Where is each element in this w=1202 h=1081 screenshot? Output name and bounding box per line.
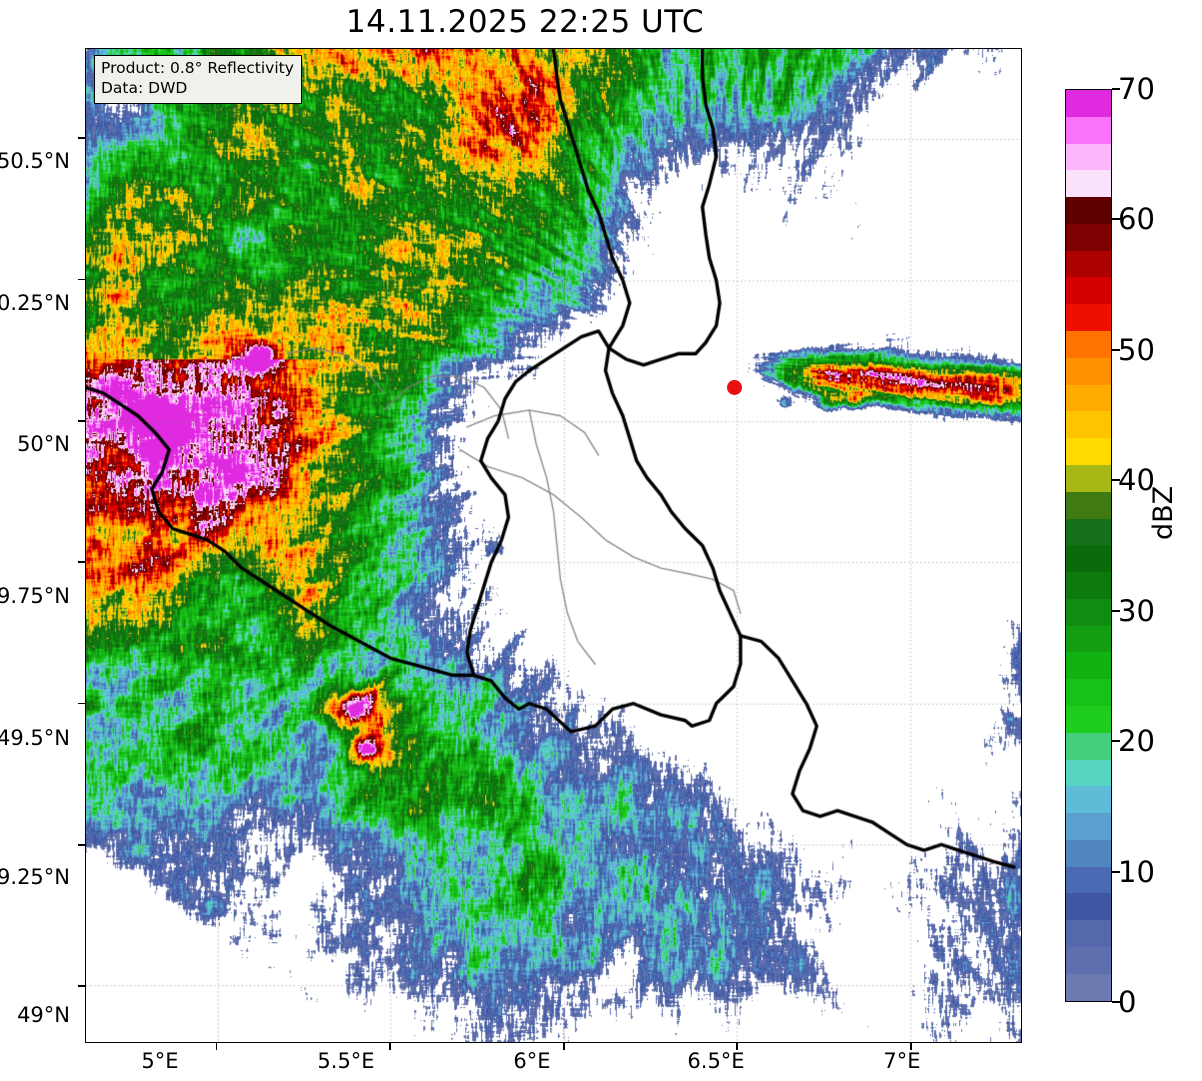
colorbar-band [1066,705,1111,733]
colorbar-tick-label: 10 [1118,854,1155,889]
x-tick-mark [215,1043,218,1050]
colorbar-band [1066,973,1111,1001]
colorbar-band [1066,411,1111,439]
y-tick-label: 49.75°N [0,584,70,608]
colorbar-band [1066,813,1111,840]
colorbar-band [1066,438,1111,465]
y-tick-label: 50°N [17,432,70,456]
product-info-box: Product: 0.8° Reflectivity Data: DWD [94,55,302,104]
x-tick-mark [389,1043,391,1050]
colorbar-band [1066,572,1111,599]
colorbar-tick-mark [1112,740,1120,743]
colorbar-band [1066,545,1111,573]
colorbar-band [1066,491,1111,519]
colorbar-tick-mark [1112,218,1120,221]
colorbar-tick-mark [1112,348,1120,351]
info-data-line: Data: DWD [101,78,188,97]
colorbar-tick-mark [1112,88,1120,90]
colorbar-tick-mark [1112,609,1120,612]
colorbar-band [1066,90,1111,117]
y-tick-mark [78,137,85,140]
y-tick-label: 49°N [17,1003,70,1027]
colorbar-band [1066,920,1111,947]
colorbar-tick-mark [1112,479,1120,482]
page-title: 14.11.2025 22:25 UTC [346,4,704,40]
colorbar-band [1066,250,1111,278]
x-tick-mark [562,1043,565,1050]
info-product-line: Product: 0.8° Reflectivity [101,59,294,77]
y-tick-label: 50.5°N [0,149,70,173]
colorbar[interactable] [1065,89,1112,1002]
colorbar-band [1066,357,1111,385]
colorbar-band [1066,304,1111,332]
colorbar-tick-mark [1112,870,1120,873]
colorbar-band [1066,518,1111,546]
colorbar-tick-label: 20 [1118,724,1155,759]
x-tick-label: 5.5°E [317,1049,375,1073]
x-tick-label: 6.5°E [687,1049,745,1073]
x-tick-label: 6°E [513,1049,551,1073]
colorbar-band [1066,197,1111,224]
colorbar-band [1066,223,1111,251]
colorbar-tick-label: 30 [1118,593,1155,628]
colorbar-tick-label: 50 [1118,332,1155,367]
colorbar-tick-mark [1112,1001,1120,1003]
colorbar-band [1066,866,1111,894]
colorbar-band [1066,947,1111,974]
x-tick-mark [736,1043,739,1050]
y-tick-mark [78,278,85,281]
colorbar-band [1066,384,1111,412]
y-tick-mark [78,702,85,705]
colorbar-band [1066,116,1111,144]
colorbar-tick-label: 70 [1118,72,1155,106]
y-tick-mark [78,985,85,988]
colorbar-band [1066,598,1111,626]
colorbar-band [1066,652,1111,680]
colorbar-band [1066,732,1111,760]
colorbar-band [1066,759,1111,787]
colorbar-band [1066,277,1111,305]
y-tick-mark [78,844,85,846]
radar-site-marker-icon[interactable] [727,380,742,395]
colorbar-band [1066,786,1111,814]
y-tick-label: 49.25°N [0,865,70,889]
colorbar-tick-label: 40 [1118,463,1155,498]
colorbar-band [1066,679,1111,706]
radar-map-plot[interactable]: Product: 0.8° Reflectivity Data: DWD [85,48,1022,1043]
y-tick-label: 50.25°N [0,291,70,315]
colorbar-tick-label: 60 [1118,202,1155,237]
y-tick-mark [78,420,85,422]
colorbar-tick-label: 0 [1118,985,1137,1019]
x-tick-label: 5°E [141,1049,179,1073]
colorbar-band [1066,464,1111,492]
y-tick-label: 49.5°N [0,726,70,750]
y-tick-mark [78,561,85,564]
colorbar-band [1066,893,1111,921]
colorbar-band [1066,143,1111,171]
colorbar-band [1066,331,1111,358]
colorbar-band [1066,625,1111,653]
x-tick-mark [909,1043,912,1050]
colorbar-band [1066,170,1111,198]
colorbar-band [1066,839,1111,867]
graticule-gridlines [86,49,1021,1042]
x-tick-label: 7°E [883,1049,921,1073]
